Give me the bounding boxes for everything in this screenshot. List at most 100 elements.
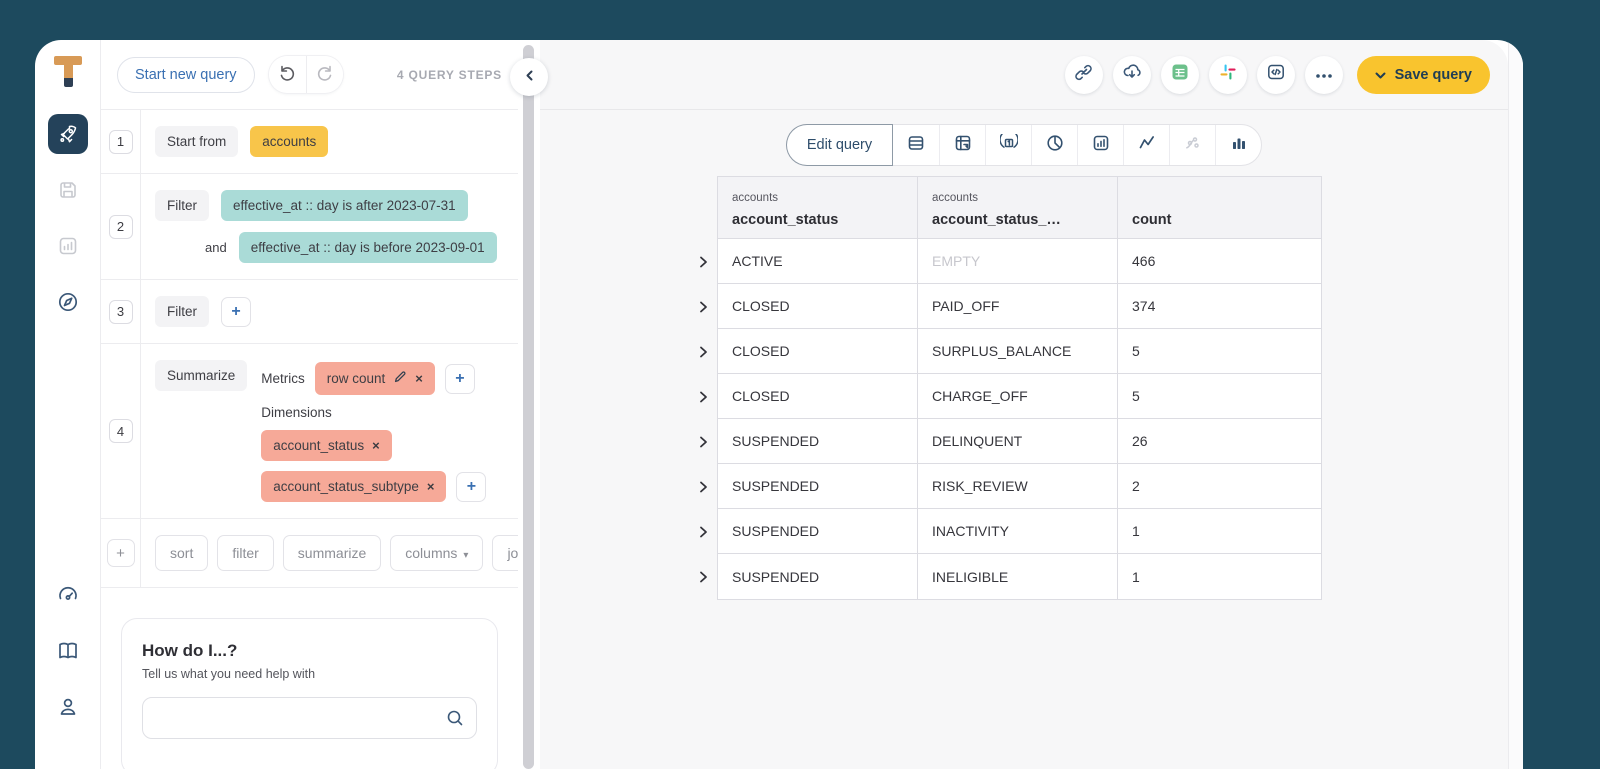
nav-saved[interactable] [48,170,88,210]
nav-docs[interactable] [48,631,88,671]
add-metric-button[interactable]: + [444,363,475,394]
results-panel: Save query Edit query [540,40,1508,769]
expand-row-button[interactable] [690,464,717,509]
nav-account[interactable] [48,687,88,727]
viz-bar-chart-button[interactable] [1077,125,1123,165]
table-cell: SUSPENDED [718,464,918,509]
columns-step-button[interactable]: columns ▾ [390,535,484,571]
save-icon [57,179,79,201]
collapse-panel-button[interactable] [510,58,548,96]
chevron-left-icon [525,68,534,86]
expand-row-button[interactable] [690,284,717,329]
nav-query-builder[interactable] [47,114,88,154]
viz-number-card-button[interactable] [985,125,1031,165]
step-type-label: Start from [155,126,239,157]
add-step-button[interactable]: + [106,539,135,567]
column-header[interactable]: accounts account_status [718,177,918,239]
download-button[interactable] [1112,55,1151,94]
expand-row-button[interactable] [690,329,717,374]
filter-step-button[interactable]: filter [217,535,274,571]
search-icon [445,708,465,733]
scatter-plot-icon [1184,134,1202,157]
step-number: 4 [108,419,133,443]
slack-icon [1218,62,1238,87]
undo-button[interactable] [268,56,306,93]
viz-table-button[interactable] [893,125,939,165]
save-query-button[interactable]: Save query [1356,55,1490,94]
start-new-query-button[interactable]: Start new query [117,56,255,93]
table-cell: DELINQUENT [918,419,1118,464]
viz-pie-chart-button[interactable] [1031,125,1077,165]
table-icon [907,134,925,157]
filter-condition-chip[interactable]: effective_at :: day is before 2023-09-01 [238,232,497,263]
table-cell: 1 [1118,509,1321,554]
panel-divider [510,40,548,769]
step-number: 2 [108,214,133,239]
table-cell: SUSPENDED [718,419,918,464]
dimension-chip[interactable]: account_status_subtype × [261,471,447,502]
panel-scrollbar[interactable] [523,45,534,769]
viz-pivot-table-button[interactable] [939,125,985,165]
slack-button[interactable] [1208,55,1247,94]
sort-step-button[interactable]: sort [155,535,209,571]
book-icon [56,639,80,663]
table-cell: 5 [1118,329,1321,374]
viz-column-chart-button[interactable] [1215,125,1261,165]
results-table: accounts account_status accounts account_s… [717,176,1322,600]
summarize-step-button[interactable]: summarize [282,535,382,571]
table-cell: ACTIVE [718,239,918,284]
table-cell: PAID_OFF [918,284,1118,329]
remove-dimension-icon[interactable]: × [372,438,380,453]
share-link-button[interactable] [1064,55,1103,94]
nav-charts[interactable] [48,226,88,266]
source-table-chip[interactable]: accounts [250,126,329,157]
add-dimension-button[interactable]: + [456,471,487,502]
metric-chip[interactable]: row count × [314,362,435,395]
ellipsis-icon [1315,66,1333,84]
table-cell: CHARGE_OFF [918,374,1118,419]
filter-condition-chip[interactable]: effective_at :: day is after 2023-07-31 [221,190,468,221]
chevron-down-icon: ▾ [463,550,469,561]
chart-icon [57,235,79,257]
expand-row-button[interactable] [690,239,717,284]
step-type-label: Summarize [155,360,248,391]
column-header[interactable]: accounts account_status_… [918,177,1118,239]
add-filter-button[interactable]: + [221,296,251,327]
redo-button[interactable] [305,56,343,93]
help-card: How do I...? Tell us what you need help … [121,618,498,769]
expand-row-button[interactable] [690,509,717,554]
pie-chart-icon [1046,134,1064,157]
undo-icon [279,64,296,86]
sheets-icon [1170,62,1190,87]
table-cell: INACTIVITY [918,509,1118,554]
table-cell: 5 [1118,374,1321,419]
remove-metric-icon[interactable]: × [415,371,423,386]
expand-row-button[interactable] [690,554,717,599]
table-cell: 26 [1118,419,1321,464]
dimension-chip[interactable]: account_status × [261,430,392,461]
tab-edit-query[interactable]: Edit query [785,124,894,166]
expand-row-button[interactable] [690,419,717,464]
query-step-3: 3 Filter + [101,280,518,344]
edit-pencil-icon[interactable] [393,370,407,387]
expand-row-button[interactable] [690,374,717,419]
viz-line-chart-button[interactable] [1123,125,1169,165]
help-search-input[interactable] [142,697,477,739]
export-sheets-button[interactable] [1160,55,1199,94]
embed-button[interactable] [1256,55,1295,94]
more-options-button[interactable] [1304,55,1343,94]
nav-explore[interactable] [48,282,88,322]
remove-dimension-icon[interactable]: × [426,479,435,494]
app-card: Start new query 4 [35,40,1523,769]
table-cell: CLOSED [718,329,918,374]
query-step-2: 2 Filter effective_at :: day is after 20… [101,174,518,280]
nav-usage[interactable] [48,575,88,615]
column-header[interactable]: count [1118,177,1321,239]
table-cell: SUSPENDED [718,509,918,554]
table-cell: CLOSED [718,284,918,329]
results-table-zone: accounts account_status accounts account_s… [690,176,1508,600]
viz-scatter-plot-button[interactable] [1169,125,1215,165]
table-cell: SUSPENDED [718,554,918,599]
query-steps-list: 1 Start from accounts 2 Filter effective… [101,110,545,588]
bar-chart-square-icon [1092,134,1110,157]
